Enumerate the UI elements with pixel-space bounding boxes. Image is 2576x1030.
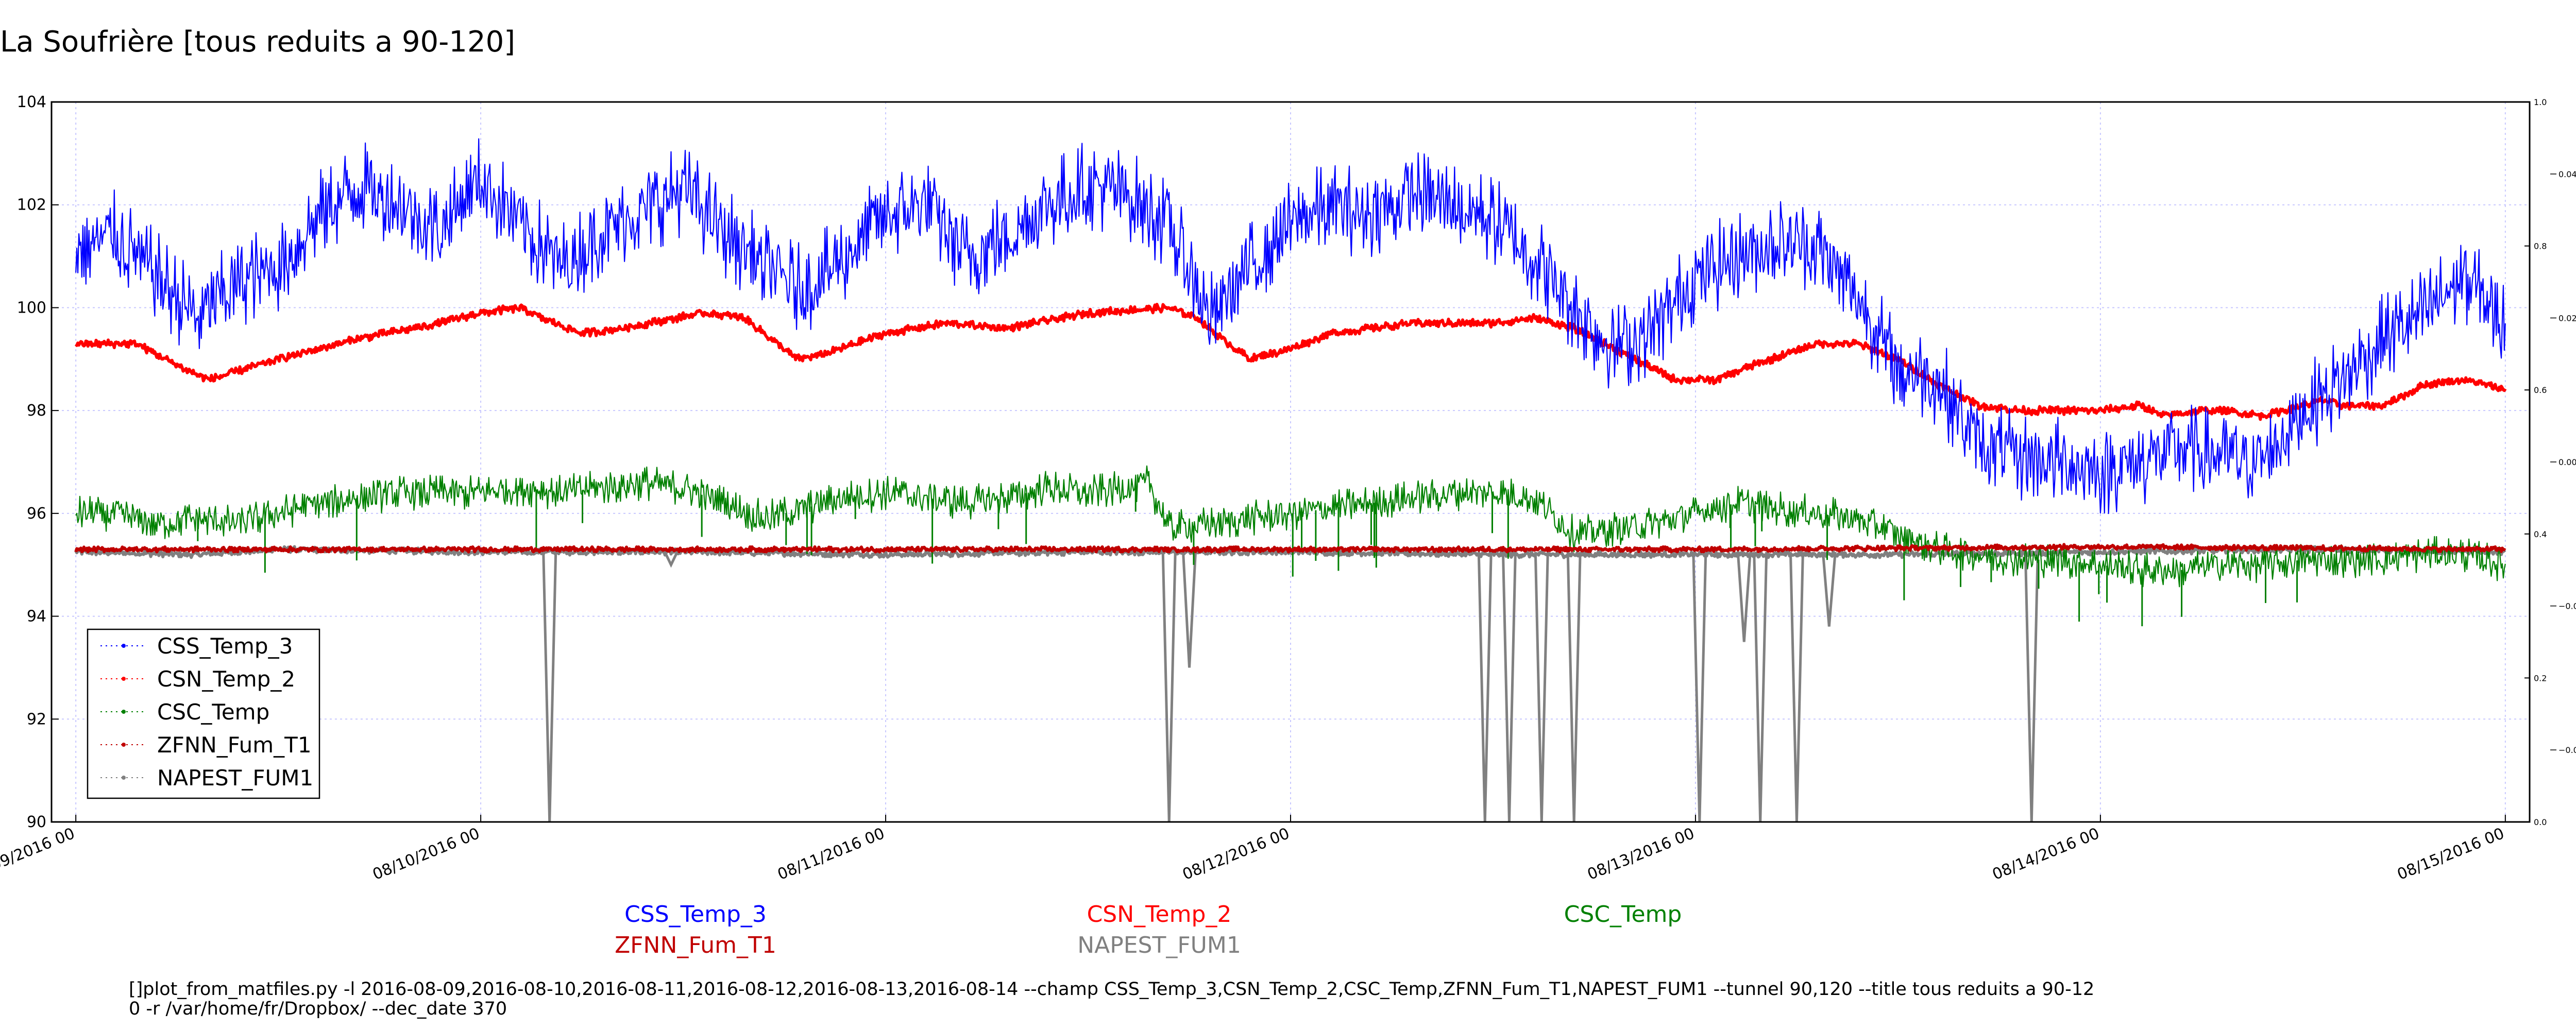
x-tick-label: 08/10/2016 00: [370, 825, 482, 884]
below-label-zfnn-fum-t1: ZFNN_Fum_T1: [615, 932, 776, 958]
command-line-1: []plot_from_matfiles.py -l 2016-08-09,20…: [129, 979, 2094, 1000]
series-zfnn-fum-t1: [74, 543, 2506, 554]
series-dip: [1477, 552, 1493, 822]
series-dip: [1534, 552, 1549, 822]
legend-marker: [122, 644, 126, 648]
legend-marker: [122, 677, 126, 681]
legend-item-csn-temp-2: CSN_Temp_2: [100, 666, 295, 692]
right-inner-tick-label: −0.04: [2558, 745, 2576, 755]
legend-box: [87, 628, 320, 799]
series-dip: [1566, 552, 1582, 822]
legend-label: ZFNN_Fum_T1: [157, 732, 312, 758]
legend-label: NAPEST_FUM1: [157, 765, 313, 791]
series-csc-temp: [75, 465, 2506, 626]
series-line: [74, 303, 2507, 421]
right-inner-tick-label: −0.02: [2558, 602, 2576, 611]
legend: CSS_Temp_3 CSN_Temp_2 CSC_Temp ZFNN_Fum_T1 N…: [87, 628, 320, 799]
series-dip: [1736, 552, 1752, 642]
x-tick-label: 08/11/2016 00: [775, 825, 887, 884]
series-dip: [1821, 552, 1837, 627]
series-dip: [2024, 552, 2039, 822]
y-tick-label: 100: [17, 299, 46, 317]
y-axis: 90 92 94 96 98 100 102 104: [17, 93, 59, 831]
series-dip: [1692, 552, 1707, 822]
legend-label: CSC_Temp: [157, 699, 269, 725]
legend-label: CSS_Temp_3: [157, 633, 293, 659]
right-axis: 0.0 0.2 0.4 0.6 0.8 1.0 −0.04 −0.02 0.00 0.02 0.04: [2524, 97, 2576, 827]
below-label-csc-temp: CSC_Temp: [1564, 901, 1682, 928]
y-tick-label: 96: [27, 505, 46, 523]
below-label-csn-temp-2: CSN_Temp_2: [1087, 901, 1232, 928]
legend-label: CSN_Temp_2: [157, 666, 295, 692]
below-legend: CSS_Temp_3 CSN_Temp_2 CSC_Temp ZFNN_Fum_…: [615, 901, 1682, 958]
y-tick-label: 94: [27, 608, 46, 626]
series-dip: [542, 552, 557, 822]
right-inner-tick-label: 0.04: [2558, 169, 2576, 179]
below-label-css-temp-3: CSS_Temp_3: [624, 901, 767, 928]
right-tick-label: 0.2: [2534, 673, 2547, 683]
series-csn-temp-2: [74, 303, 2507, 421]
series-dip: [664, 551, 679, 568]
y-tick-label: 104: [17, 93, 46, 111]
series-dip: [1753, 552, 1768, 822]
grid: [52, 102, 2530, 822]
legend-item-zfnn-fum-t1: ZFNN_Fum_T1: [100, 732, 312, 758]
legend-marker: [122, 776, 126, 780]
series-dip: [1789, 552, 1804, 822]
series-line: [75, 465, 2506, 588]
right-tick-label: 0.8: [2534, 242, 2547, 251]
right-tick-label: 0.6: [2534, 385, 2547, 395]
x-tick-label: 08/12/2016 00: [1180, 825, 1292, 884]
right-tick-label: 1.0: [2534, 97, 2547, 107]
right-inner-tick-label: 0.02: [2558, 313, 2576, 323]
below-label-napest-fum1: NAPEST_FUM1: [1077, 932, 1241, 958]
chart-title: La Soufrière [tous reduits a 90-120]: [0, 25, 515, 59]
series-layer: [74, 138, 2507, 822]
series-line: [74, 543, 2506, 554]
y-tick-label: 92: [27, 710, 46, 728]
series-line: [75, 138, 2506, 514]
right-tick-label: 0.4: [2534, 529, 2547, 539]
legend-marker: [122, 743, 126, 747]
legend-item-csc-temp: CSC_Temp: [100, 699, 269, 725]
command-line-2: 0 -r /var/home/fr/Dropbox/ --dec_date 37…: [129, 999, 507, 1019]
x-tick-label: 08/15/2016 00: [2395, 825, 2507, 884]
legend-marker: [122, 710, 126, 714]
series-dip: [1161, 552, 1177, 822]
y-tick-label: 90: [27, 813, 46, 831]
x-tick-label: 08/09/2016 00: [0, 825, 77, 884]
right-tick-label: 0.0: [2534, 817, 2547, 827]
x-tick-label: 08/13/2016 00: [1585, 825, 1697, 884]
series-dip: [1182, 552, 1197, 668]
legend-item-napest-fum1: NAPEST_FUM1: [100, 765, 313, 791]
y-tick-label: 102: [17, 196, 46, 214]
y-tick-label: 98: [27, 402, 46, 420]
series-dip: [1501, 552, 1517, 822]
right-inner-tick-label: 0.00: [2558, 457, 2576, 467]
legend-item-css-temp-3: CSS_Temp_3: [100, 633, 293, 659]
plot-frame: [50, 101, 2531, 823]
x-tick-label: 08/14/2016 00: [1990, 825, 2102, 884]
x-axis: 08/09/2016 00 08/10/2016 00 08/11/2016 00 0…: [0, 815, 2507, 884]
series-css-temp-3: [75, 138, 2506, 514]
